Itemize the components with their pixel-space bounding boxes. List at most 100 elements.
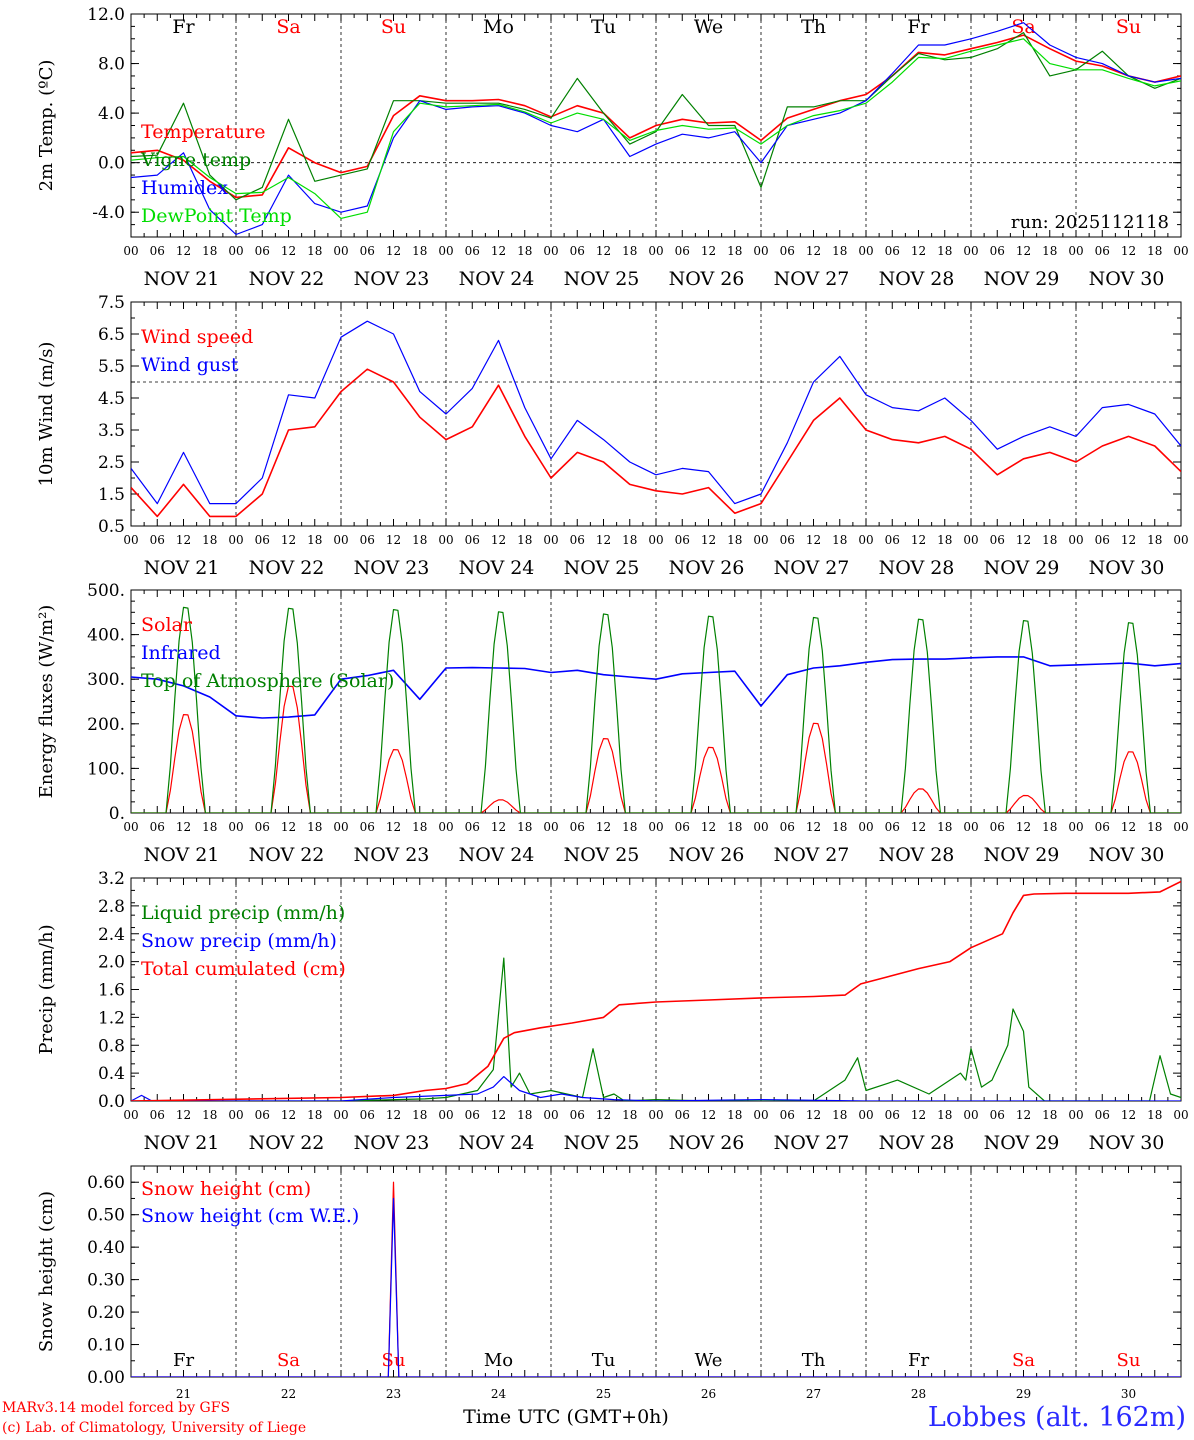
weekday-label: Su	[381, 16, 406, 38]
hour-tick-label: 00	[333, 1108, 348, 1122]
date-label: NOV 27	[774, 1132, 850, 1154]
y-tick-label: 3.2	[98, 869, 125, 889]
hour-tick-label: 06	[675, 820, 690, 834]
date-label: NOV 27	[774, 268, 850, 290]
y-tick-label: -4.0	[92, 203, 125, 223]
hour-tick-label: 12	[701, 1108, 716, 1122]
day-number-label: 22	[281, 1387, 296, 1401]
date-label: NOV 24	[459, 557, 535, 579]
hour-tick-label: 06	[885, 244, 900, 258]
hour-tick-label: 06	[465, 533, 480, 547]
hour-tick-label: 18	[937, 244, 952, 258]
hour-tick-label: 18	[937, 1108, 952, 1122]
legend-entry: Solar	[141, 614, 193, 636]
series-liquid-precip-mm-h	[131, 957, 1181, 1101]
hour-tick-label: 12	[911, 244, 926, 258]
series-snow-precip-mm-h	[131, 1076, 1181, 1101]
weekday-label: Su	[382, 1350, 406, 1371]
hour-tick-label: 06	[360, 533, 375, 547]
hour-tick-label: 18	[202, 1108, 217, 1122]
date-label: NOV 28	[879, 268, 955, 290]
series-group	[131, 880, 1181, 1101]
legend-entry: Wind speed	[141, 326, 253, 348]
hour-tick-label: 06	[675, 244, 690, 258]
hour-tick-label: 12	[911, 533, 926, 547]
hour-tick-label: 18	[1042, 533, 1057, 547]
y-tick-label: 8.0	[98, 55, 125, 75]
hour-tick-label: 06	[885, 533, 900, 547]
date-label: NOV 29	[984, 844, 1060, 866]
date-label: NOV 22	[249, 268, 325, 290]
run-label: run: 2025112118	[1011, 212, 1169, 233]
y-tick-label: 0.50	[87, 1206, 125, 1226]
weekday-label: Fr	[907, 16, 930, 38]
y-tick-label: 7.5	[98, 293, 125, 313]
hour-tick-label: 06	[150, 533, 165, 547]
hour-tick-label: 12	[911, 1108, 926, 1122]
date-label: NOV 28	[879, 557, 955, 579]
hour-tick-label: 12	[701, 820, 716, 834]
hour-tick-label: 12	[176, 820, 191, 834]
hour-tick-label: 06	[570, 244, 585, 258]
day-number-label: 30	[1121, 1387, 1136, 1401]
hour-tick-label: 06	[990, 244, 1005, 258]
hour-tick-label: 00	[753, 820, 768, 834]
hour-tick-label: 12	[1016, 533, 1031, 547]
hour-tick-label: 06	[990, 533, 1005, 547]
date-label: NOV 27	[774, 844, 850, 866]
date-label: NOV 25	[564, 1132, 640, 1154]
hour-tick-label: 18	[307, 533, 322, 547]
hour-tick-label: 00	[543, 533, 558, 547]
legend-entry: Snow height (cm)	[141, 1178, 311, 1200]
hour-tick-label: 06	[150, 820, 165, 834]
y-tick-label: 12.0	[87, 5, 125, 25]
series-infrared	[131, 656, 1181, 719]
hour-tick-label: 00	[1173, 244, 1188, 258]
hour-tick-label: 06	[360, 244, 375, 258]
hour-tick-label: 00	[963, 820, 978, 834]
hour-tick-label: 18	[832, 1108, 847, 1122]
hour-tick-label: 00	[1068, 820, 1083, 834]
y-tick-label: 0.5	[98, 517, 125, 537]
hour-tick-label: 12	[596, 820, 611, 834]
date-label: NOV 30	[1089, 844, 1165, 866]
y-tick-label: 2.8	[98, 897, 125, 917]
hour-tick-label: 18	[622, 820, 637, 834]
y-axis-label: 2m Temp. (ºC)	[36, 60, 57, 192]
legend-entry: Vigne temp	[140, 149, 251, 171]
date-label: NOV 21	[144, 844, 220, 866]
hour-tick-label: 12	[386, 533, 401, 547]
date-label: NOV 28	[879, 1132, 955, 1154]
day-number-label: 28	[911, 1387, 926, 1401]
date-label: NOV 25	[564, 268, 640, 290]
hour-tick-label: 06	[255, 820, 270, 834]
hour-tick-label: 00	[753, 244, 768, 258]
hour-tick-label: 00	[123, 533, 138, 547]
legend-entry: DewPoint Temp	[141, 205, 292, 227]
date-label: NOV 21	[144, 268, 220, 290]
date-label: NOV 25	[564, 844, 640, 866]
weekday-label: Tu	[592, 1350, 616, 1371]
y-tick-label: 4.5	[98, 389, 125, 409]
hour-tick-label: 06	[780, 820, 795, 834]
hour-tick-label: 06	[990, 820, 1005, 834]
hour-tick-label: 12	[1121, 533, 1136, 547]
hour-tick-label: 06	[1095, 533, 1110, 547]
hour-tick-label: 18	[832, 820, 847, 834]
series-group	[131, 606, 1181, 813]
y-tick-label: 5.5	[98, 357, 125, 377]
weekday-label: Th	[801, 16, 826, 38]
hour-tick-label: 18	[517, 820, 532, 834]
weekday-label: Fr	[173, 1350, 194, 1371]
date-label: NOV 26	[669, 844, 745, 866]
hour-tick-label: 06	[360, 820, 375, 834]
hour-tick-label: 06	[255, 1108, 270, 1122]
hour-tick-label: 18	[727, 1108, 742, 1122]
hour-tick-label: 06	[675, 533, 690, 547]
hour-tick-label: 12	[491, 533, 506, 547]
weekday-label: Su	[1116, 16, 1141, 38]
hour-tick-label: 18	[1042, 1108, 1057, 1122]
weekday-label: Fr	[908, 1350, 929, 1371]
hour-tick-label: 18	[517, 533, 532, 547]
date-label: NOV 24	[459, 268, 535, 290]
